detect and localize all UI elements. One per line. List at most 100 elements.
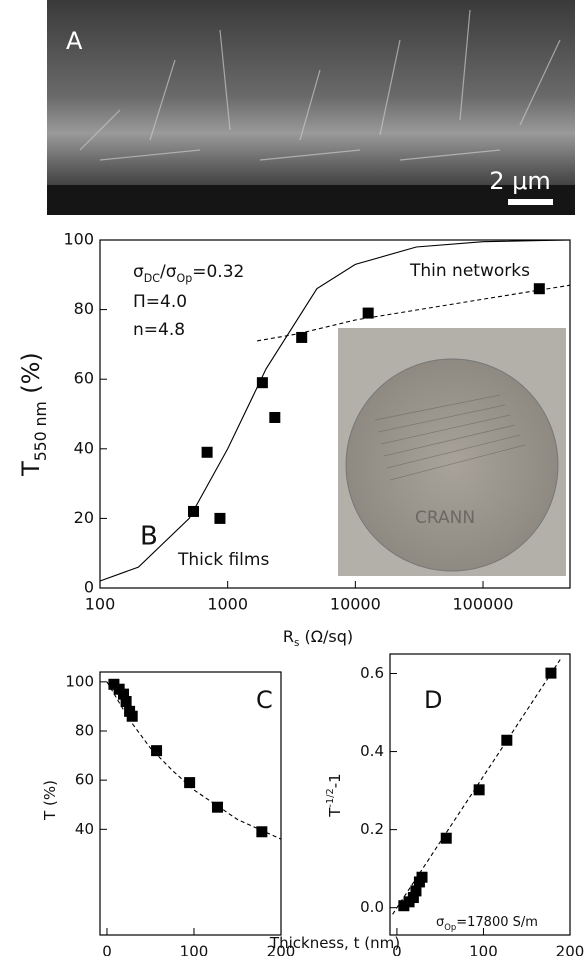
- panel-label: B: [140, 522, 158, 552]
- data-point: [184, 777, 196, 789]
- fit-line: [392, 657, 562, 915]
- y-tick-label: 60: [75, 771, 94, 789]
- plot-frame: [389, 653, 571, 936]
- panel-label: A: [66, 27, 83, 55]
- y-axis-label: T550 nm (%): [17, 352, 50, 477]
- x-tick-label: 0: [392, 943, 402, 956]
- data-point: [256, 826, 268, 838]
- x-axis-label-part: (Ω/sq): [299, 627, 353, 646]
- data-point: [407, 892, 419, 904]
- annotation-part: =0.32: [192, 262, 244, 282]
- annotation: σDC/σOp=0.32: [133, 262, 244, 285]
- annotation-part: /σ: [160, 262, 177, 282]
- inset-photo: [338, 328, 566, 576]
- data-point: [269, 411, 281, 423]
- annotation-part: Op: [177, 272, 193, 285]
- data-point: [416, 871, 428, 883]
- scale-bar-label: 2 μm: [489, 167, 551, 195]
- x-axis-label-part: R: [283, 627, 294, 646]
- y-axis-label-part: T: [326, 807, 344, 818]
- y-tick-label: 40: [74, 438, 94, 457]
- film-disc: [345, 358, 559, 572]
- annotation: Thin networks: [409, 261, 530, 281]
- plot-frame: [99, 671, 282, 936]
- y-axis-label-part: T: [17, 461, 45, 477]
- data-point: [201, 446, 213, 458]
- data-point: [533, 283, 545, 295]
- data-point: [151, 745, 163, 757]
- film-pattern: [374, 394, 526, 481]
- panel-a: A 2 μm: [47, 0, 575, 215]
- fit-line: [106, 681, 282, 840]
- y-axis-label-part: -1: [326, 773, 344, 788]
- data-point: [501, 734, 513, 746]
- x-tick-label: 100: [180, 943, 209, 956]
- annotation: σOp=17800 S/m: [436, 915, 538, 932]
- x-tick-label: 200: [267, 943, 296, 956]
- data-point: [214, 512, 226, 524]
- x-tick-label: 1000: [207, 595, 248, 614]
- data-point: [473, 784, 485, 796]
- data-point: [117, 688, 129, 700]
- y-tick-label: 0.6: [360, 664, 384, 682]
- annotation: Thick films: [177, 550, 269, 570]
- annotation: n=4.8: [133, 320, 185, 340]
- fit-line: [99, 239, 571, 582]
- annotation-part: Π=4.0: [133, 292, 187, 312]
- data-point: [362, 307, 374, 319]
- y-axis-label-part: -1/2: [325, 788, 336, 807]
- annotation-part: =17800 S/m: [456, 915, 538, 930]
- plot-frame: [99, 239, 571, 589]
- annotation-part: σ: [436, 915, 444, 930]
- y-tick-label: 20: [74, 508, 94, 527]
- y-tick-label: 0.4: [360, 742, 384, 760]
- annotation-part: Thin networks: [409, 261, 530, 281]
- x-tick-label: 200: [556, 943, 585, 956]
- x-axis-label: Thickness, t (nm): [269, 934, 400, 952]
- y-tick-label: 80: [75, 721, 94, 739]
- y-tick-label: 100: [65, 672, 94, 690]
- x-tick-label: 0: [102, 943, 112, 956]
- x-tick-label: 100000: [452, 595, 513, 614]
- x-axis-label: Rs (Ω/sq): [283, 627, 353, 650]
- data-point: [256, 377, 268, 389]
- data-point: [126, 710, 138, 722]
- data-point: [440, 832, 452, 844]
- y-tick-label: 80: [74, 299, 94, 318]
- y-axis-label-part: 550 nm: [32, 401, 50, 461]
- x-axis-label-part: Thickness, t (nm): [269, 934, 400, 952]
- y-axis-label-part: T (%): [41, 780, 59, 821]
- y-tick-label: 40: [75, 820, 94, 838]
- y-tick-label: 0: [84, 578, 94, 597]
- y-tick-label: 60: [74, 369, 94, 388]
- scale-bar: [508, 199, 553, 205]
- x-axis-label-part: s: [294, 637, 299, 649]
- y-axis-label-part: (%): [17, 352, 45, 401]
- x-tick-label: 10000: [330, 595, 381, 614]
- substrate: [47, 185, 575, 215]
- y-tick-label: 100: [63, 230, 94, 249]
- fit-line: [257, 284, 571, 342]
- x-tick-label: 100: [469, 943, 498, 956]
- data-point: [410, 885, 422, 897]
- annotation-part: Op: [444, 922, 456, 932]
- data-point: [296, 331, 308, 343]
- nanowires: [79, 9, 561, 161]
- panel-label: D: [424, 686, 442, 714]
- data-point: [120, 695, 132, 707]
- annotation-part: Thick films: [177, 550, 269, 570]
- panel-label: C: [256, 686, 273, 714]
- annotation: Π=4.0: [133, 292, 187, 312]
- annotation-part: n=4.8: [133, 320, 185, 340]
- y-tick-label: 0.0: [360, 898, 384, 916]
- y-axis-label: T-1/2-1: [325, 773, 344, 817]
- sem-image: [47, 0, 575, 215]
- x-tick-label: 100: [85, 595, 116, 614]
- annotation-part: DC: [144, 272, 161, 285]
- annotation-part: σ: [133, 262, 144, 282]
- y-axis-label: T (%): [41, 780, 59, 821]
- y-tick-label: 0.2: [360, 820, 384, 838]
- inset-text: CRANN: [415, 508, 475, 528]
- data-point: [211, 801, 223, 813]
